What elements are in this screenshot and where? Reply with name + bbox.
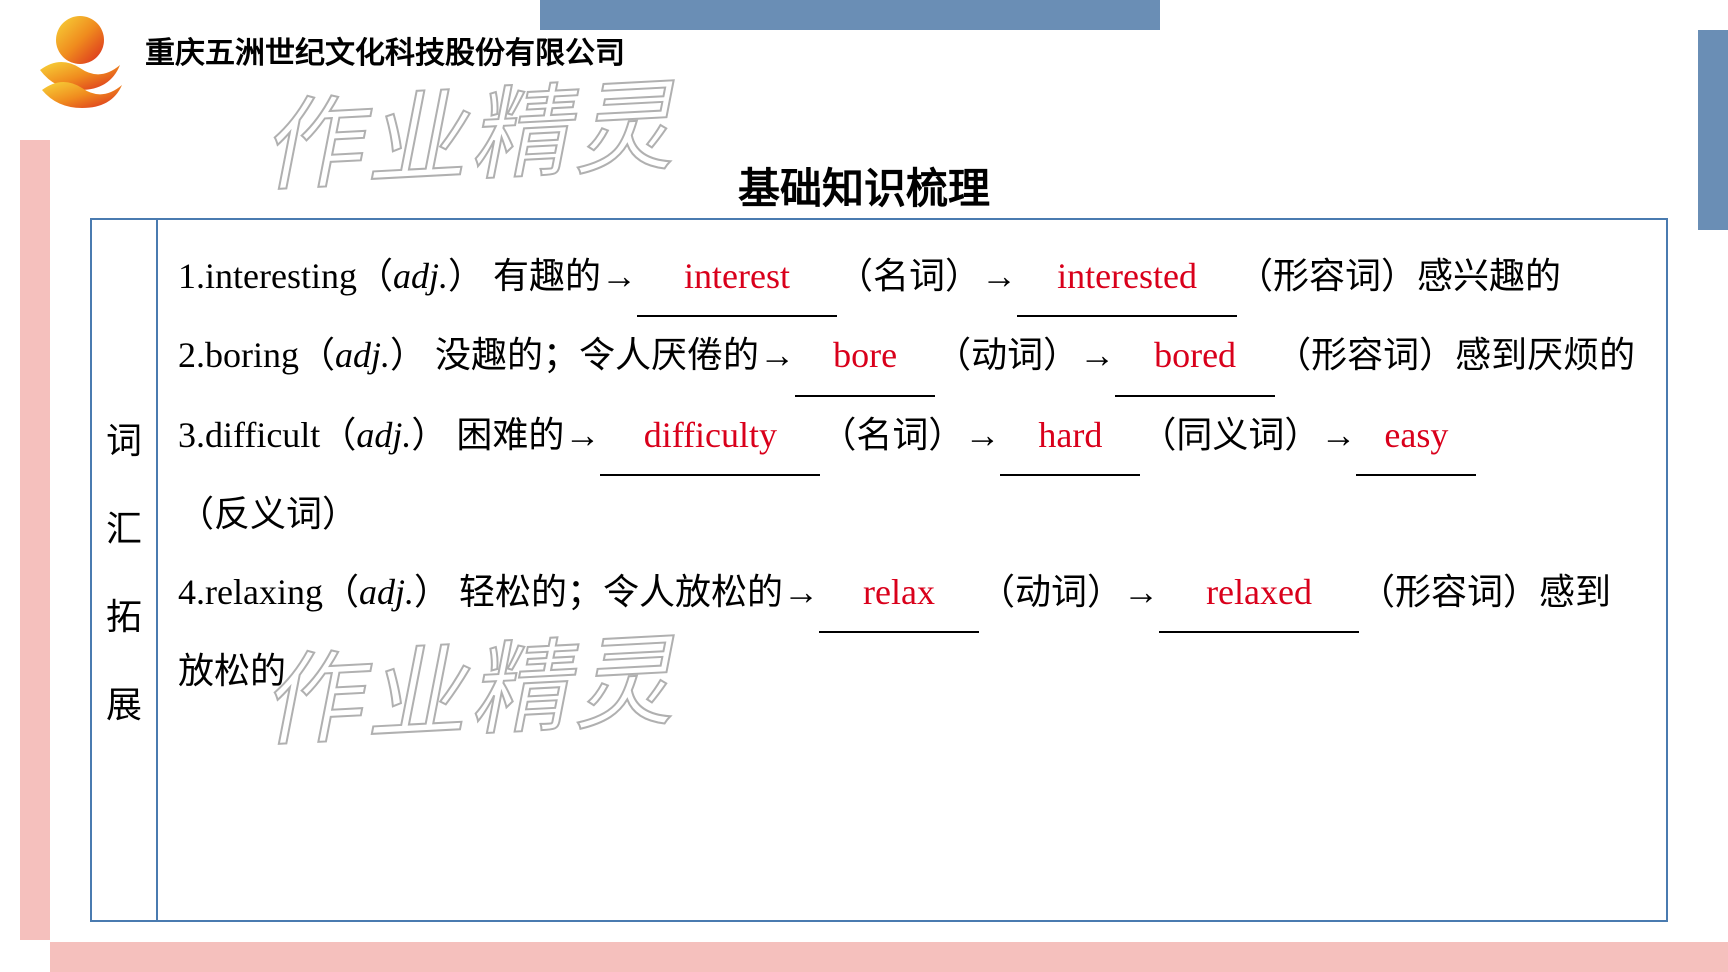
sidebar-char: 拓: [106, 588, 142, 640]
answer-blank: relax: [819, 554, 979, 633]
company-logo-icon: [30, 10, 130, 110]
answer-blank: difficulty: [600, 397, 820, 476]
answer-blank: hard: [1000, 397, 1140, 476]
page-title: 基础知识梳理: [0, 155, 1728, 216]
main-content: 1.interesting（adj.） 有趣的→interest（名词）→int…: [158, 220, 1666, 920]
answer-blank: bored: [1115, 317, 1275, 396]
answer-blank: easy: [1356, 397, 1476, 476]
bottom-decor-bar: [50, 942, 1728, 972]
company-name: 重庆五洲世纪文化科技股份有限公司: [145, 28, 625, 72]
answer-blank: interested: [1017, 238, 1237, 317]
sidebar-char: 展: [106, 676, 142, 728]
vocab-item: 4.relaxing（adj.） 轻松的；令人放松的→relax（动词）→rel…: [178, 554, 1646, 711]
top-decor-bar: [540, 0, 1160, 30]
content-box: 词 汇 拓 展 1.interesting（adj.） 有趣的→interest…: [90, 218, 1668, 922]
sidebar-char: 汇: [106, 500, 142, 552]
sidebar-char: 词: [106, 412, 142, 464]
answer-blank: bore: [795, 317, 935, 396]
answer-blank: relaxed: [1159, 554, 1359, 633]
sidebar-label: 词 汇 拓 展: [92, 220, 158, 920]
answer-blank: interest: [637, 238, 837, 317]
vocab-item: 1.interesting（adj.） 有趣的→interest（名词）→int…: [178, 238, 1646, 317]
vocab-item: 3.difficult（adj.） 困难的→difficulty（名词）→har…: [178, 397, 1646, 554]
vocab-item: 2.boring（adj.） 没趣的；令人厌倦的→bore（动词）→bored（…: [178, 317, 1646, 396]
left-decor-bar: [20, 140, 50, 940]
